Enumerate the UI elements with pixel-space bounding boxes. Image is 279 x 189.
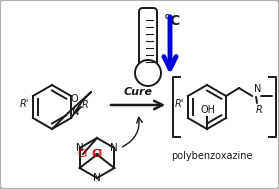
Text: Cl: Cl [91, 149, 102, 159]
Text: Cl: Cl [93, 149, 103, 159]
Text: °C: °C [164, 14, 181, 28]
Text: R: R [82, 100, 89, 110]
Text: N: N [110, 143, 118, 153]
FancyBboxPatch shape [139, 8, 157, 66]
Text: OH: OH [201, 105, 215, 115]
Text: N: N [76, 143, 83, 153]
FancyArrowPatch shape [122, 117, 142, 147]
Text: N: N [93, 173, 101, 183]
Circle shape [135, 60, 161, 86]
Text: Cure: Cure [124, 87, 153, 97]
Text: N: N [72, 107, 79, 117]
Text: Cl: Cl [78, 149, 88, 159]
Text: polybenzoxazine: polybenzoxazine [171, 151, 253, 161]
Text: R': R' [175, 99, 184, 109]
Text: O: O [70, 94, 78, 104]
Text: R': R' [20, 99, 29, 109]
Text: N: N [254, 84, 261, 94]
Text: R: R [256, 105, 263, 115]
